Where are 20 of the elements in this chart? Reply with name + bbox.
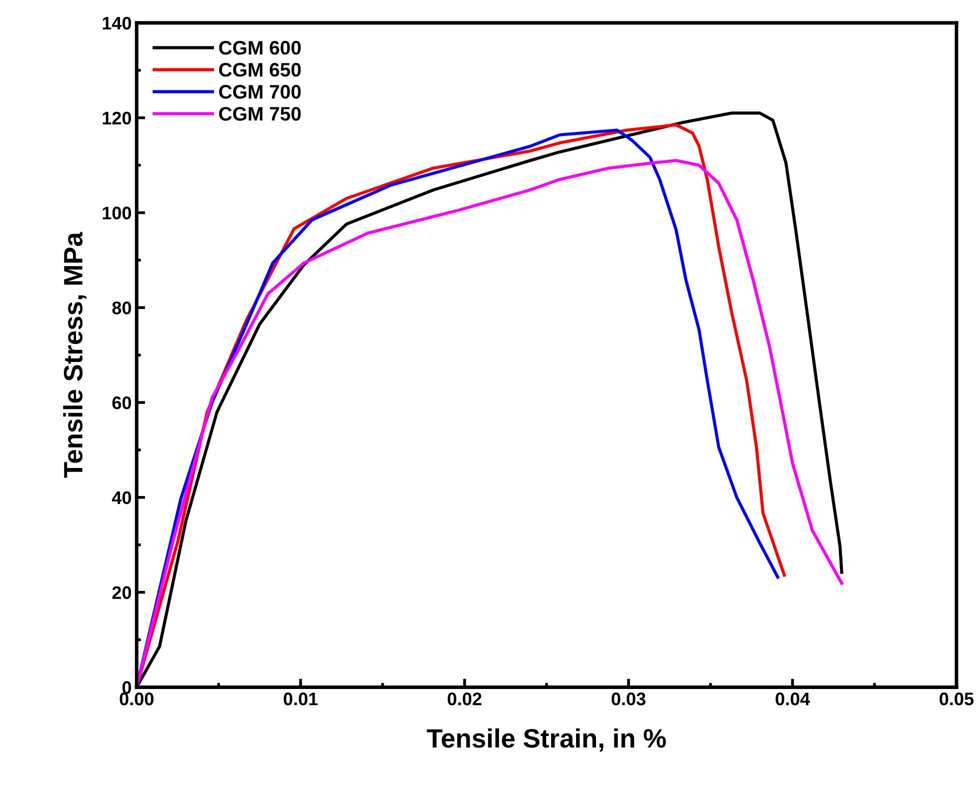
x-tick-label: 0.04 [776,692,810,706]
y-tick-label: 40 [112,491,132,504]
y-axis-title: Tensile Stress, MPa [63,232,86,478]
x-tick-label: 0.03 [612,692,646,706]
x-tick-label: 0.01 [284,692,318,706]
y-tick-label: 100 [102,206,132,220]
y-tick-label: 80 [112,302,132,314]
x-axis-title: Tensile Strain, in % [426,728,666,752]
y-tick-label: 0 [122,681,132,694]
y-tick-label: 140 [102,16,132,30]
x-tick-label: 0.00 [120,692,154,706]
x-tick-label: 0.02 [448,692,482,706]
legend-label: CGM 750 [219,106,301,121]
legend-label: CGM 700 [219,84,301,99]
x-tick-label: 0.05 [940,692,974,706]
legend-label: CGM 600 [219,40,301,55]
y-tick-label: 120 [102,112,132,125]
legend-label: CGM 650 [219,62,301,77]
y-tick-label: 60 [112,396,132,410]
y-tick-label: 20 [112,586,132,600]
